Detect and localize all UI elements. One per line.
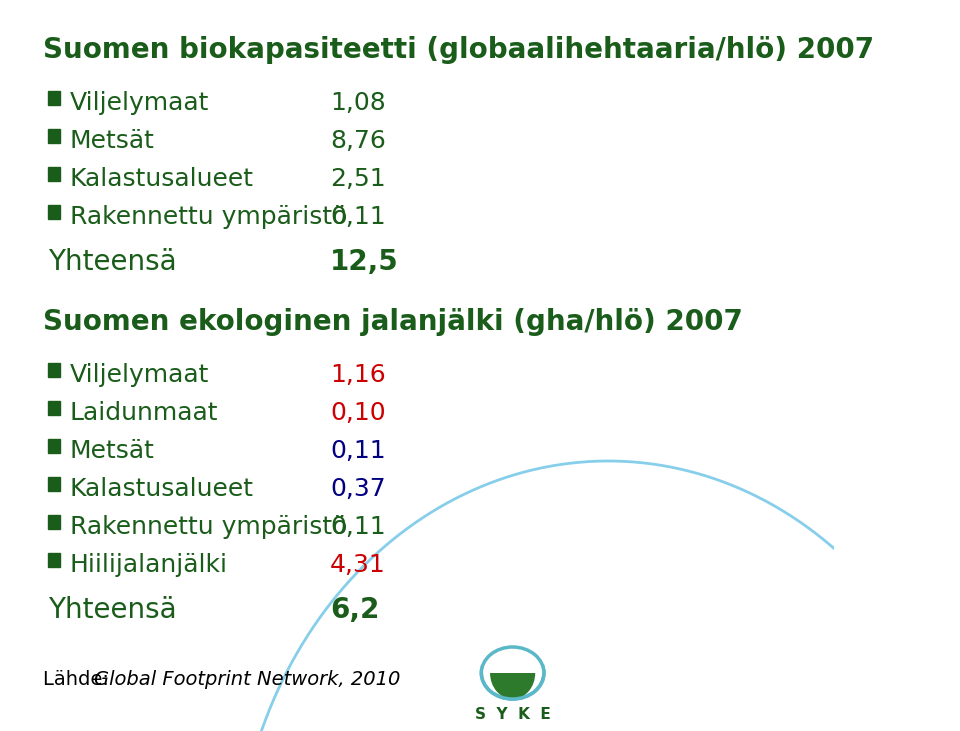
Text: 1,16: 1,16 xyxy=(330,363,386,387)
Bar xyxy=(48,477,60,491)
Text: Suomen ekologinen jalanjälki (gha/hlö) 2007: Suomen ekologinen jalanjälki (gha/hlö) 2… xyxy=(43,308,743,336)
Text: 0,37: 0,37 xyxy=(330,477,386,501)
Text: Kalastusalueet: Kalastusalueet xyxy=(69,477,253,501)
Bar xyxy=(48,439,60,453)
Text: Rakennettu ympäristö: Rakennettu ympäristö xyxy=(69,515,347,539)
Text: Rakennettu ympäristö: Rakennettu ympäristö xyxy=(69,205,347,229)
Text: Lähde:: Lähde: xyxy=(43,670,115,689)
Text: Yhteensä: Yhteensä xyxy=(48,596,177,624)
Text: 2,51: 2,51 xyxy=(330,167,386,191)
Bar xyxy=(48,91,60,105)
Text: S  Y  K  E: S Y K E xyxy=(475,707,550,722)
Text: Viljelymaat: Viljelymaat xyxy=(69,91,209,115)
Text: Global Footprint Network, 2010: Global Footprint Network, 2010 xyxy=(94,670,400,689)
Text: Laidunmaat: Laidunmaat xyxy=(69,401,218,425)
Text: 6,2: 6,2 xyxy=(330,596,379,624)
Text: 1,08: 1,08 xyxy=(330,91,386,115)
Bar xyxy=(48,515,60,529)
Bar xyxy=(48,129,60,143)
Text: 0,11: 0,11 xyxy=(330,439,386,463)
Text: Metsät: Metsät xyxy=(69,439,155,463)
Text: 0,10: 0,10 xyxy=(330,401,386,425)
Text: 4,31: 4,31 xyxy=(330,553,386,577)
Text: 0,11: 0,11 xyxy=(330,205,386,229)
Text: 8,76: 8,76 xyxy=(330,129,386,153)
Bar xyxy=(48,553,60,567)
Text: Kalastusalueet: Kalastusalueet xyxy=(69,167,253,191)
Text: Hiilijalanjälki: Hiilijalanjälki xyxy=(69,553,228,577)
Bar xyxy=(48,205,60,219)
Text: Viljelymaat: Viljelymaat xyxy=(69,363,209,387)
Bar xyxy=(48,167,60,181)
Wedge shape xyxy=(490,673,536,699)
Text: Suomen biokapasiteetti (globaalihehtaaria/hlö) 2007: Suomen biokapasiteetti (globaalihehtaari… xyxy=(43,36,875,64)
Text: 12,5: 12,5 xyxy=(330,248,399,276)
Bar xyxy=(48,363,60,377)
Text: Yhteensä: Yhteensä xyxy=(48,248,177,276)
Text: Metsät: Metsät xyxy=(69,129,155,153)
Bar xyxy=(48,401,60,415)
FancyBboxPatch shape xyxy=(481,645,544,673)
Text: 0,11: 0,11 xyxy=(330,515,386,539)
